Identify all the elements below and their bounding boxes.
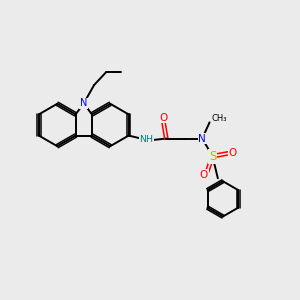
Text: N: N xyxy=(198,134,206,143)
Text: O: O xyxy=(159,112,167,123)
Text: O: O xyxy=(229,148,237,158)
Text: S: S xyxy=(209,150,216,163)
Text: O: O xyxy=(200,170,208,180)
Text: N: N xyxy=(80,98,87,108)
Text: NH: NH xyxy=(139,136,153,145)
Text: CH₃: CH₃ xyxy=(212,114,227,123)
